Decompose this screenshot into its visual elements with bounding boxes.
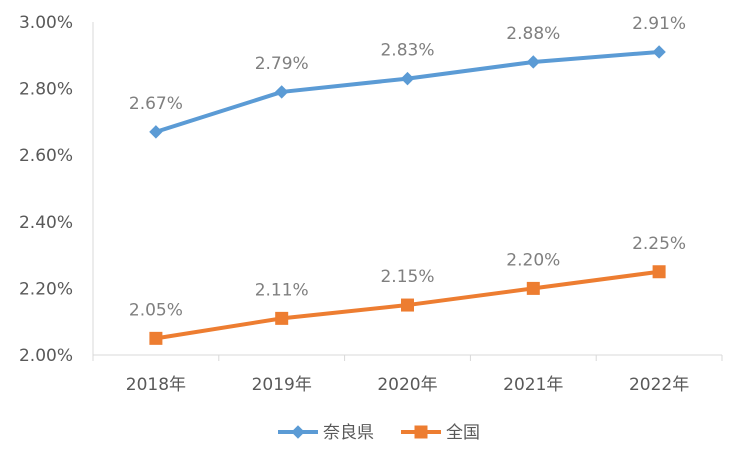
axes — [92, 22, 723, 361]
data-label: 2.25% — [632, 234, 686, 254]
series-2: 2.05% 2.11% 2.15% 2.20% 2.25% — [129, 234, 686, 345]
data-point — [652, 45, 666, 59]
x-tick-label: 2022年 — [629, 375, 689, 395]
legend-item-2: 全国 — [401, 423, 480, 443]
data-point — [652, 265, 666, 279]
data-label: 2.91% — [632, 14, 686, 34]
x-tick-labels: 2018年 2019年 2020年 2021年 2022年 — [126, 375, 689, 395]
y-tick-label: 3.00% — [19, 13, 73, 33]
x-tick-label: 2018年 — [126, 375, 186, 395]
data-point — [149, 125, 163, 139]
y-tick-labels: 2.00% 2.20% 2.40% 2.60% 2.80% 3.00% — [19, 13, 73, 366]
data-label: 2.83% — [380, 41, 434, 61]
legend-marker — [414, 425, 428, 439]
data-point — [401, 298, 414, 312]
data-point — [275, 311, 289, 325]
x-tick-label: 2021年 — [503, 375, 563, 395]
data-label: 2.15% — [380, 267, 434, 287]
y-tick-label: 2.00% — [19, 346, 73, 366]
legend-marker — [291, 425, 305, 439]
data-point — [400, 71, 415, 86]
data-point — [274, 85, 289, 99]
data-label: 2.11% — [255, 280, 309, 300]
data-label: 2.20% — [506, 250, 560, 270]
legend-label: 全国 — [446, 423, 480, 443]
x-tick-label: 2020年 — [377, 375, 437, 395]
legend-label: 奈良県 — [323, 423, 374, 443]
data-label: 2.88% — [506, 24, 560, 44]
legend: 奈良県 全国 — [278, 423, 480, 443]
series-group: 2.67% 2.79% 2.83% 2.88% 2.91% 2.05% 2.11% 2.15%… — [129, 14, 686, 345]
series-line — [153, 49, 662, 134]
data-point — [149, 331, 163, 345]
data-label: 2.67% — [129, 94, 183, 114]
series-1: 2.67% 2.79% 2.83% 2.88% 2.91% — [129, 14, 686, 139]
y-tick-label: 2.20% — [19, 279, 73, 299]
y-tick-label: 2.80% — [19, 80, 73, 100]
data-point — [526, 281, 540, 295]
x-tick-label: 2019年 — [252, 375, 312, 395]
data-label: 2.05% — [129, 300, 183, 320]
data-point — [526, 55, 541, 69]
data-label: 2.79% — [255, 54, 309, 74]
y-tick-label: 2.40% — [19, 213, 73, 233]
y-tick-label: 2.60% — [19, 146, 73, 166]
legend-item-1: 奈良県 — [278, 423, 374, 443]
